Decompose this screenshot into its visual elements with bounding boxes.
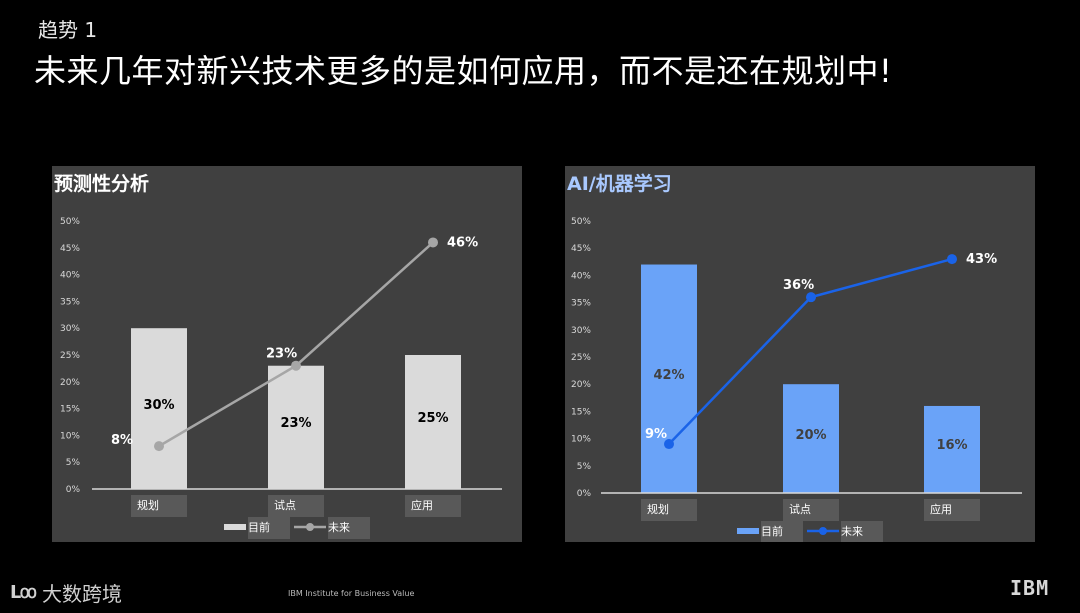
- line-data-label: 8%: [111, 433, 133, 448]
- chart-ai-ml: AI/机器学习 0% 5% 10% 15% 20% 25% 30% 35% 40% 45% 50% 规划…: [567, 172, 1022, 542]
- x-tick-label: 规划: [647, 502, 669, 516]
- chart-title: 预测性分析: [54, 172, 149, 195]
- bar-data-label: 23%: [280, 416, 311, 431]
- category-label-box: [924, 499, 980, 521]
- bar-试点: [268, 365, 324, 489]
- y-tick-label: 25%: [60, 351, 80, 361]
- footer-source: IBM Institute for Business Value: [288, 589, 415, 598]
- bar-data-label: 42%: [653, 368, 684, 383]
- category-label-box: [783, 499, 839, 521]
- slide-headline: 未来几年对新兴技术更多的是如何应用，而不是还在规划中!: [34, 52, 893, 90]
- bar-data-label: 20%: [795, 428, 826, 443]
- legend-box: [841, 521, 883, 542]
- y-tick-label: 45%: [60, 244, 80, 254]
- y-tick-label: 15%: [571, 407, 591, 417]
- legend-marker-future: [306, 523, 314, 531]
- category-label-box: [131, 495, 187, 517]
- line-point-规划: [664, 439, 674, 450]
- legend-box: [248, 517, 290, 539]
- y-tick-label: 0%: [66, 485, 81, 495]
- legend-label-future: 未来: [841, 525, 863, 538]
- bar-应用: [924, 405, 980, 493]
- bar-data-label: 30%: [143, 398, 174, 413]
- bar-规划: [131, 328, 187, 489]
- legend-label-future: 未来: [328, 521, 350, 534]
- legend-box: [328, 517, 370, 539]
- bar-应用: [405, 355, 461, 489]
- ibm-logo: IBM: [1010, 576, 1050, 600]
- line-point-应用: [428, 237, 438, 248]
- y-tick-label: 15%: [60, 405, 80, 415]
- line-data-label: 36%: [783, 278, 814, 293]
- x-tick-label: 试点: [789, 503, 811, 516]
- y-tick-label: 5%: [66, 458, 81, 468]
- y-tick-label: 20%: [60, 378, 80, 388]
- legend-box: [761, 521, 803, 542]
- line-point-试点: [291, 360, 301, 371]
- y-tick-label: 40%: [60, 271, 80, 281]
- y-tick-label: 35%: [571, 299, 591, 309]
- bar-data-label: 25%: [417, 411, 448, 426]
- line-data-label: 23%: [266, 347, 297, 362]
- y-tick-label: 10%: [571, 435, 591, 445]
- x-tick-label: 试点: [274, 499, 296, 512]
- footer-logo-text: 大数跨境: [42, 582, 122, 606]
- bar-试点: [783, 384, 839, 493]
- y-tick-label: 50%: [60, 217, 80, 227]
- chart-predictive-analytics: 预测性分析 0% 5% 10% 15% 20% 25% 30% 35% 40% 45% 50% 规划 试点…: [54, 172, 502, 539]
- x-tick-label: 应用: [930, 502, 952, 516]
- legend-label-current: 目前: [761, 524, 783, 538]
- line-point-应用: [947, 254, 957, 265]
- line-data-label: 43%: [966, 252, 997, 267]
- legend-swatch-current: [737, 528, 759, 534]
- category-label-box: [405, 495, 461, 517]
- legend-marker-future: [819, 527, 827, 535]
- bar-data-label: 16%: [936, 438, 967, 453]
- y-tick-label: 20%: [571, 380, 591, 390]
- y-tick-label: 30%: [571, 326, 591, 336]
- logo-mark-icon: ᒪ൦൦: [10, 582, 36, 603]
- x-tick-label: 应用: [411, 498, 433, 512]
- y-tick-label: 30%: [60, 324, 80, 334]
- chart-panel-predictive-analytics: 预测性分析 0% 5% 10% 15% 20% 25% 30% 35% 40% 45% 50% 规划 试点…: [52, 166, 522, 542]
- chart-panel-ai-ml: AI/机器学习 0% 5% 10% 15% 20% 25% 30% 35% 40% 45% 50% 规划…: [565, 166, 1035, 542]
- x-tick-label: 规划: [137, 498, 159, 512]
- y-tick-label: 10%: [60, 431, 80, 441]
- y-tick-label: 0%: [577, 489, 592, 499]
- y-tick-label: 45%: [571, 244, 591, 254]
- y-tick-label: 40%: [571, 271, 591, 281]
- line-data-label: 9%: [645, 427, 667, 442]
- line-data-label: 46%: [447, 235, 478, 250]
- bar-规划: [641, 264, 697, 493]
- category-label-box: [641, 499, 697, 521]
- footer-logo: ᒪ൦൦ 大数跨境: [10, 578, 122, 607]
- chart-title: AI/机器学习: [567, 172, 672, 195]
- line-point-试点: [806, 292, 816, 303]
- category-label-box: [268, 495, 324, 517]
- y-tick-label: 25%: [571, 353, 591, 363]
- y-tick-label: 35%: [60, 297, 80, 307]
- y-tick-label: 50%: [571, 217, 591, 227]
- legend-label-current: 目前: [248, 520, 270, 534]
- slide-kicker: 趋势 1: [38, 18, 98, 42]
- legend-swatch-current: [224, 524, 246, 530]
- line-point-规划: [154, 441, 164, 452]
- y-tick-label: 5%: [577, 462, 592, 472]
